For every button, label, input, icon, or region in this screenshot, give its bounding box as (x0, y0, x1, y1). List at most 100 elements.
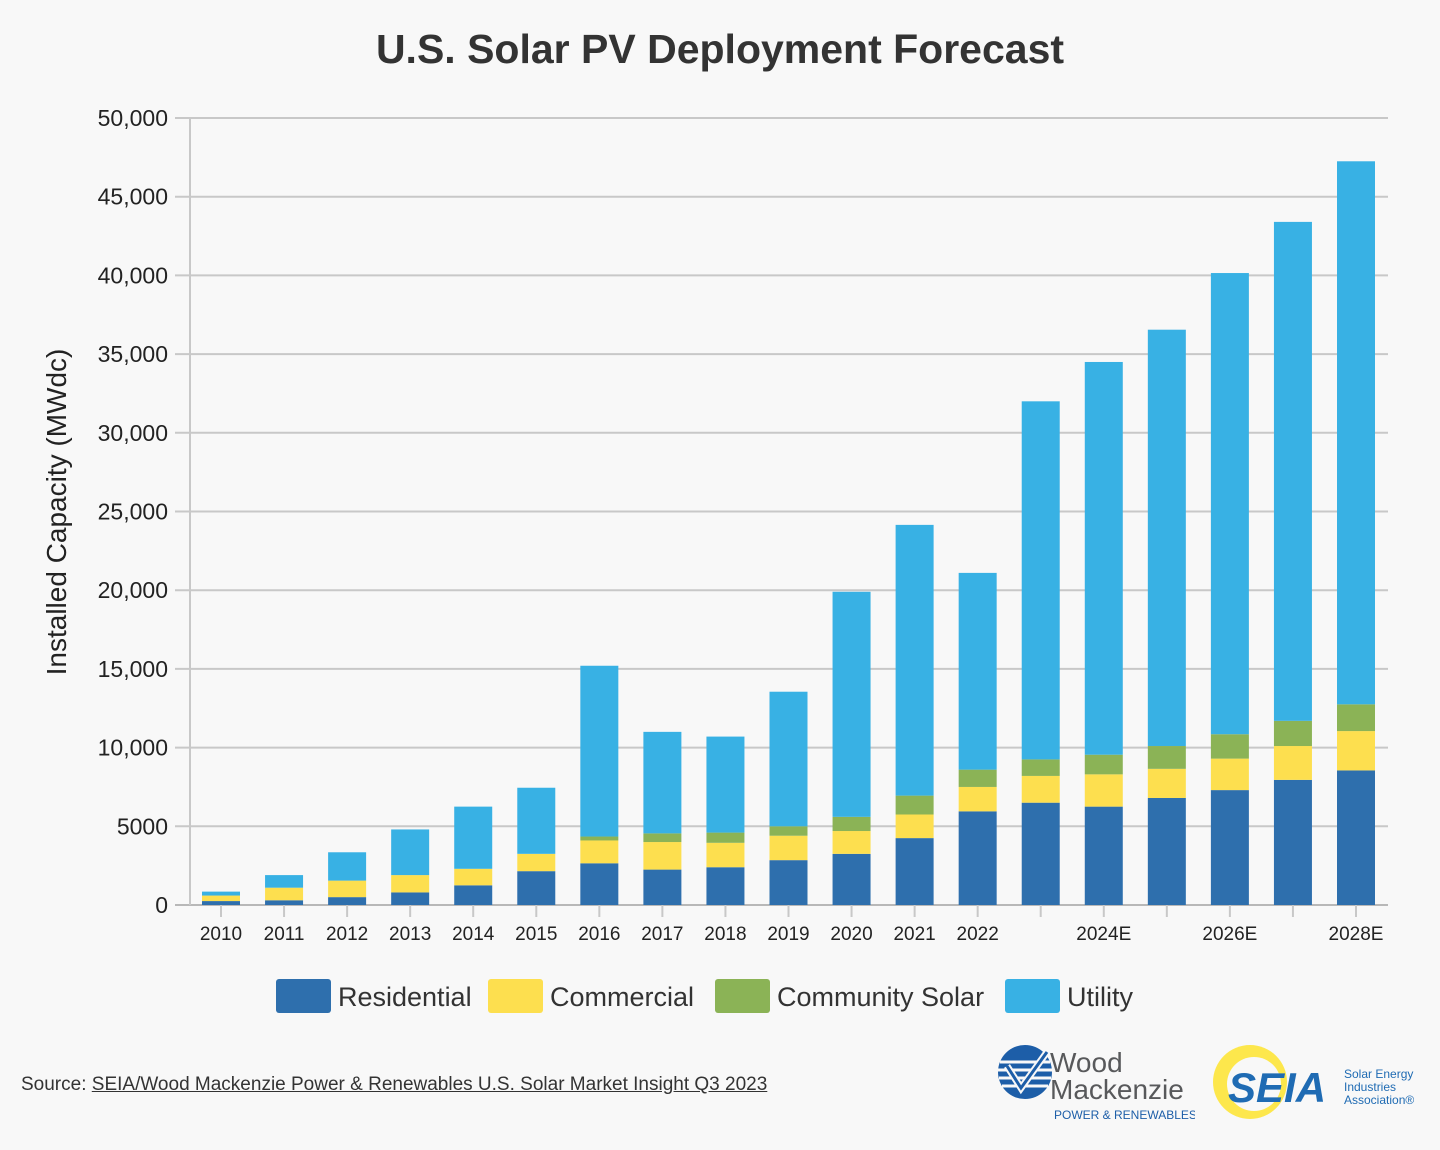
bar-segment-utility (328, 852, 367, 881)
gridlines (175, 117, 1388, 906)
chart-title: U.S. Solar PV Deployment Forecast (376, 26, 1064, 72)
legend-label: Utility (1067, 982, 1133, 1012)
y-tick-label: 0 (155, 892, 168, 918)
bar-segment-utility (391, 829, 430, 876)
x-tick-label: 2020 (830, 924, 872, 945)
bar-segment-residential (1273, 779, 1312, 905)
bar-segment-commercial (328, 880, 367, 898)
wm-line3: POWER & RENEWABLES (1054, 1108, 1195, 1122)
bar-segment-utility (1084, 361, 1123, 755)
bar-segment-commercial (832, 831, 871, 854)
x-axis-ticks: 2010 2011 2012 2013 2014 2015 2016 2017 2018 2019… (200, 905, 1384, 945)
bar-segment-community-solar (643, 833, 682, 843)
y-tick-label: 15,000 (98, 656, 168, 682)
bar-segment-commercial (1021, 775, 1060, 803)
y-tick-label: 30,000 (98, 420, 168, 446)
bar-segment-residential (1021, 802, 1060, 905)
bar-segment-commercial (202, 895, 240, 902)
wm-line1: Wood (1050, 1047, 1123, 1078)
bar-segment-residential (454, 885, 493, 905)
bar-segment-residential (1084, 806, 1123, 905)
legend-swatch (1005, 979, 1060, 1013)
y-tick-label: 10,000 (98, 735, 168, 761)
seia-tag3: Association® (1344, 1093, 1414, 1107)
bar-segment-residential (328, 897, 367, 905)
bar-segment-residential (832, 853, 871, 905)
legend-label: Community Solar (777, 982, 984, 1012)
legend: Residential Commercial Community Solar Util… (276, 979, 1133, 1013)
legend-swatch (276, 979, 331, 1013)
bar-segment-commercial (265, 887, 304, 901)
source-prefix: Source: (21, 1074, 92, 1095)
bar-segment-utility (769, 691, 808, 827)
bar-segment-utility (517, 787, 556, 854)
seia-logo: SEIA Solar Energy Industries Association… (1213, 1045, 1414, 1119)
bar-segment-commercial (1273, 746, 1312, 780)
x-tick-label: 2012 (326, 924, 368, 945)
source-link[interactable]: SEIA/Wood Mackenzie Power & Renewables U… (91, 1074, 768, 1095)
seia-tag1: Solar Energy (1344, 1067, 1413, 1081)
bar-segment-commercial (895, 814, 934, 839)
bar-segment-community-solar (1021, 759, 1060, 776)
x-tick-label: 2017 (641, 924, 683, 945)
bar-segment-community-solar (958, 769, 997, 787)
y-tick-label: 40,000 (98, 262, 168, 288)
x-tick-label: 2016 (578, 924, 620, 945)
seia-mark: SEIA (1228, 1064, 1326, 1111)
bar-segment-commercial (643, 842, 682, 870)
bar-segment-commercial (706, 842, 745, 868)
bar-segment-utility (958, 572, 997, 770)
bar-segment-commercial (1084, 774, 1123, 807)
x-tick-label: 2014 (452, 924, 495, 945)
bar-segment-commercial (1210, 758, 1249, 791)
legend-swatch (488, 979, 543, 1013)
y-tick-label: 25,000 (98, 499, 168, 525)
seia-tag2: Industries (1344, 1080, 1396, 1094)
bar-segment-utility (454, 806, 493, 869)
x-tick-label: 2024E (1076, 924, 1131, 945)
bar-segment-utility (580, 665, 619, 837)
y-tick-label: 20,000 (98, 577, 168, 603)
bar-segment-community-solar (1084, 754, 1123, 775)
x-tick-label: 2010 (200, 924, 242, 945)
x-tick-label: 2021 (893, 924, 935, 945)
bar-segment-residential (769, 860, 808, 905)
bar-segment-commercial (769, 835, 808, 861)
x-tick-label: 2013 (389, 924, 431, 945)
wood-mackenzie-logo: Wood Mackenzie POWER & RENEWABLES (998, 1045, 1195, 1122)
seia-sun-icon (1213, 1045, 1287, 1119)
bar-segment-residential (391, 892, 430, 905)
bar-segment-residential (895, 838, 934, 905)
bar-segment-commercial (454, 868, 493, 886)
y-tick-label: 45,000 (98, 184, 168, 210)
y-axis-label: Installed Capacity (MWdc) (41, 349, 72, 676)
x-tick-label: 2026E (1202, 924, 1257, 945)
bar-segment-utility (1021, 401, 1060, 760)
wood-mackenzie-globe-icon (998, 1045, 1052, 1099)
wm-line2: Mackenzie (1050, 1074, 1184, 1105)
x-tick-label: 2018 (704, 924, 746, 945)
bar-segment-community-solar (706, 832, 745, 843)
bar-segment-community-solar (1210, 734, 1249, 759)
bars (202, 161, 1375, 905)
bar-segment-commercial (391, 875, 430, 893)
y-tick-label: 50,000 (98, 105, 168, 131)
x-tick-label: 2011 (264, 924, 305, 945)
bar-segment-residential (580, 863, 619, 905)
bar-segment-utility (832, 591, 871, 817)
bar-segment-utility (1337, 161, 1375, 705)
bar-segment-community-solar (832, 816, 871, 832)
bar-segment-commercial (517, 853, 556, 872)
chart: U.S. Solar PV Deployment Forecast 0 5000 1… (41, 26, 1388, 1013)
bar-segment-residential (1210, 790, 1249, 905)
bar-segment-utility (1273, 221, 1312, 721)
bar-segment-residential (1147, 797, 1186, 905)
bar-segment-residential (202, 901, 240, 905)
x-tick-label: 2022 (957, 924, 999, 945)
x-tick-label: 2028E (1329, 924, 1384, 945)
bar-segment-utility (1210, 273, 1249, 735)
legend-label: Commercial (550, 982, 694, 1012)
bar-segment-residential (643, 869, 682, 905)
bar-segment-community-solar (1337, 704, 1375, 732)
bar-segment-residential (706, 867, 745, 905)
